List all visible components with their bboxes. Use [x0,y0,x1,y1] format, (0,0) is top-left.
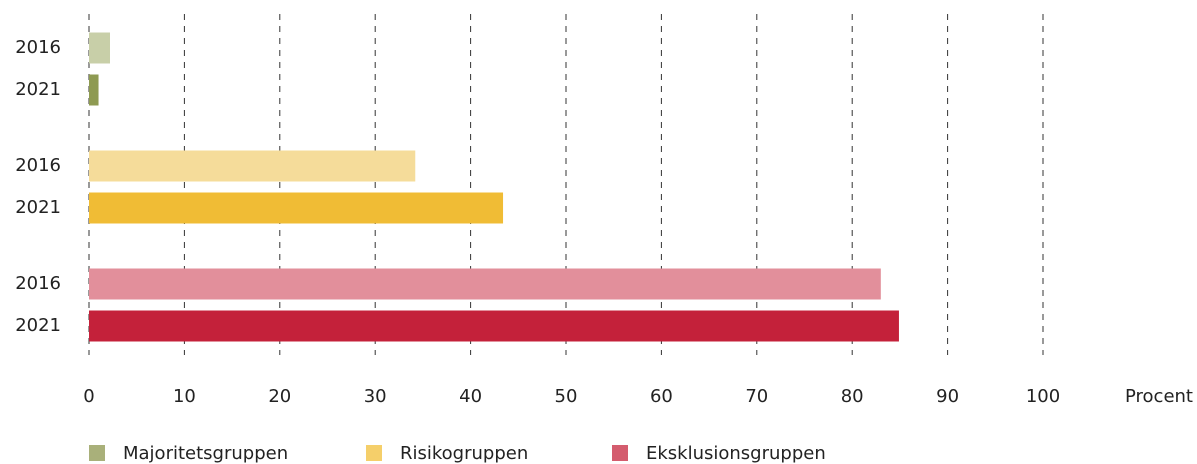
y-tick-label: 2016 [15,155,61,176]
x-tick-label: 30 [364,386,387,407]
x-tick-label: 0 [83,386,94,407]
legend-label: Risikogruppen [400,443,528,464]
bar [89,192,504,224]
legend-label: Majoritetsgruppen [123,443,288,464]
x-tick-label: 50 [555,386,578,407]
x-axis-label: Procent [1125,386,1193,407]
bar [89,74,99,106]
x-tick-label: 10 [173,386,196,407]
bar [89,268,881,300]
y-tick-label: 2021 [15,315,61,336]
legend-swatch [612,445,628,461]
bar [89,150,416,182]
legend-swatch [89,445,105,461]
x-tick-label: 80 [841,386,864,407]
y-tick-label: 2021 [15,197,61,218]
legend-label: Eksklusionsgruppen [646,443,826,464]
y-tick-label: 2016 [15,273,61,294]
bar [89,32,110,64]
x-tick-label: 20 [268,386,291,407]
y-tick-label: 2021 [15,79,61,100]
x-tick-label: 60 [650,386,673,407]
y-tick-label: 2016 [15,37,61,58]
x-tick-label: 90 [936,386,959,407]
bar [89,310,899,342]
x-tick-label: 100 [1026,386,1060,407]
legend-swatch [366,445,382,461]
x-tick-label: 70 [745,386,768,407]
x-tick-label: 40 [459,386,482,407]
